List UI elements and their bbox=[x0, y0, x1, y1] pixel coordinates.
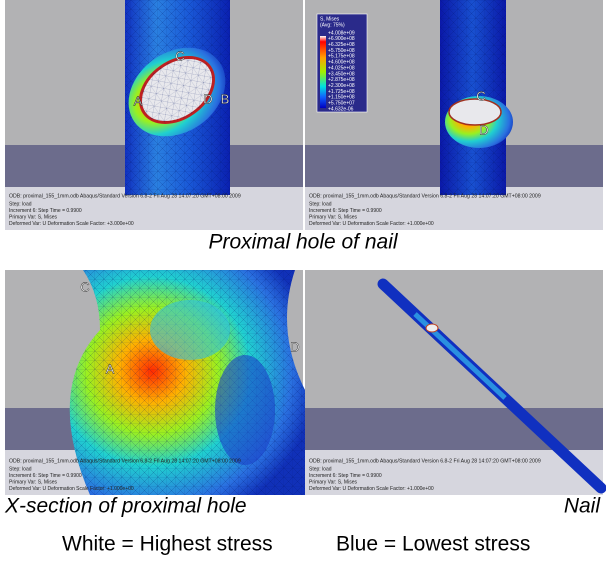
legend-subtitle: (Avg: 75%) bbox=[320, 22, 345, 28]
region-label: A bbox=[106, 361, 115, 376]
region-label: A bbox=[134, 93, 143, 108]
key-text: Blue = Lowest stress bbox=[336, 533, 530, 556]
footer-text: Step: load bbox=[9, 201, 32, 207]
region-label: B bbox=[221, 91, 230, 106]
region-label: C bbox=[476, 88, 485, 103]
panel: C A D ODB: proximal_155_1mm.odb Abaqus/Stan… bbox=[5, 270, 305, 495]
footer-text: Primary Var: S, Mises bbox=[309, 214, 357, 220]
panel: A B C D ODB: proximal_155_1mm.odb Abaqus/Sta… bbox=[5, 0, 303, 230]
footer-text: Increment 6: Step Time = 0.9900 bbox=[309, 473, 382, 479]
footer-text: Deformed Var: U Deformation Scale Factor… bbox=[9, 221, 134, 227]
footer-text: ODB: proximal_155_1mm.odb Abaqus/Standar… bbox=[309, 193, 541, 199]
footer-text: Deformed Var: U Deformation Scale Factor… bbox=[9, 486, 134, 492]
caption: Proximal hole of nail bbox=[208, 231, 398, 254]
region-label: D bbox=[203, 91, 212, 106]
panel: ODB: proximal_155_1mm.odb Abaqus/Standar… bbox=[305, 270, 603, 495]
figure: A B C D ODB: proximal_155_1mm.odb Abaqus/Sta… bbox=[0, 0, 606, 557]
footer-text: Primary Var: S, Mises bbox=[309, 479, 357, 485]
footer-text: ODB: proximal_155_1mm.odb Abaqus/Standar… bbox=[309, 458, 541, 464]
footer-text: Increment 6: Step Time = 0.9900 bbox=[9, 208, 82, 214]
caption: Nail bbox=[564, 495, 602, 518]
caption: X-section of proximal hole bbox=[4, 495, 247, 518]
footer-text: Deformed Var: U Deformation Scale Factor… bbox=[309, 486, 434, 492]
region-label: C bbox=[80, 279, 89, 294]
footer-text: Increment 6: Step Time = 0.9900 bbox=[309, 208, 382, 214]
footer-text: Deformed Var: U Deformation Scale Factor… bbox=[309, 221, 434, 227]
footer-text: Increment 6: Step Time = 0.9900 bbox=[9, 473, 82, 479]
footer-text: Primary Var: S, Mises bbox=[9, 214, 57, 220]
panel: C D ODB: proximal_155_1mm.odb Abaqus/Stand… bbox=[305, 0, 603, 230]
region-label: C bbox=[175, 48, 184, 63]
footer-text: Primary Var: S, Mises bbox=[9, 479, 57, 485]
footer-text: Step: load bbox=[309, 201, 332, 207]
legend-value: +4.632e-06 bbox=[328, 106, 354, 112]
footer-text: ODB: proximal_155_1mm.odb Abaqus/Standar… bbox=[9, 458, 241, 464]
key-text: White = Highest stress bbox=[62, 533, 273, 556]
footer-text: Step: load bbox=[9, 466, 32, 472]
region-label: D bbox=[290, 339, 299, 354]
footer-text: ODB: proximal_155_1mm.odb Abaqus/Standar… bbox=[9, 193, 241, 199]
region-label: D bbox=[479, 122, 488, 137]
footer-text: Step: load bbox=[309, 466, 332, 472]
